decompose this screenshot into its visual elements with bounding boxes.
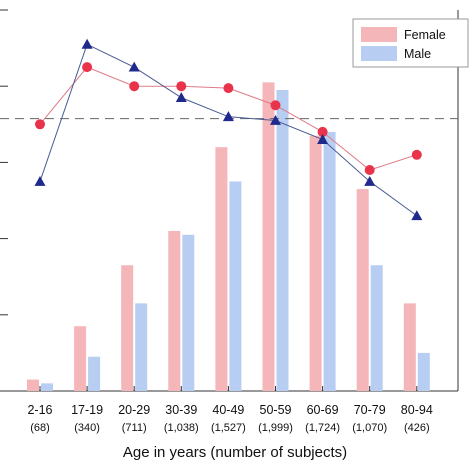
circle-marker-40-49 (223, 83, 234, 94)
lines (34, 38, 423, 221)
triangle-marker-80-94 (411, 210, 423, 221)
bar-female-40-49 (215, 147, 228, 391)
circle-marker-17-19 (82, 62, 93, 73)
bar-male-50-59 (276, 90, 289, 391)
circle-marker-30-39 (176, 81, 187, 92)
bar-male-60-69 (323, 131, 336, 392)
bar-male-40-49 (229, 181, 242, 391)
triangle-marker-17-19 (81, 38, 93, 49)
bar-female-17-19 (74, 326, 87, 391)
triangle-marker-60-69 (317, 134, 329, 144)
bar-male-70-79 (370, 265, 383, 391)
x-count-label-50-59: (1,999) (258, 422, 293, 434)
bar-male-80-94 (417, 352, 430, 391)
legend-label-female: Female (404, 28, 446, 42)
bar-female-30-39 (168, 230, 181, 391)
x-axis-title: Age in years (number of subjects) (123, 444, 347, 461)
x-count-label-2-16: (68) (30, 422, 50, 434)
circle-marker-20-29 (129, 81, 140, 92)
triangle-marker-2-16 (34, 175, 46, 186)
triangle-marker-70-79 (364, 175, 376, 186)
bar-female-20-29 (121, 265, 134, 391)
x-tick-label-50-59: 50-59 (260, 403, 292, 417)
x-tick-label-80-94: 80-94 (401, 403, 433, 417)
circle-marker-50-59 (270, 100, 281, 111)
x-count-label-80-94: (426) (404, 422, 430, 434)
bar-male-17-19 (88, 356, 101, 391)
x-tick-label-60-69: 60-69 (307, 403, 339, 417)
bar-female-60-69 (309, 135, 322, 391)
circle-marker-70-79 (364, 165, 375, 176)
triangle-marker-40-49 (222, 111, 234, 122)
bar-male-20-29 (135, 303, 148, 391)
x-tick-label-20-29: 20-29 (118, 403, 150, 417)
bar-female-70-79 (356, 189, 369, 391)
triangle-marker-20-29 (128, 61, 140, 72)
legend: Female Male (352, 18, 469, 68)
x-tick-label-40-49: 40-49 (212, 403, 244, 417)
legend-swatch-male (361, 46, 397, 61)
x-count-label-30-39: (1,038) (164, 422, 199, 434)
legend-label-male: Male (404, 47, 431, 61)
x-tick-label-17-19: 17-19 (71, 403, 103, 417)
bars (27, 82, 430, 392)
x-tick-label-2-16: 2-16 (27, 403, 52, 417)
x-tick-label-70-79: 70-79 (354, 403, 386, 417)
bar-female-2-16 (27, 379, 39, 391)
bar-female-50-59 (262, 82, 275, 391)
circle-marker-60-69 (317, 126, 328, 137)
x-count-label-60-69: (1,724) (305, 422, 340, 434)
triangle-marker-30-39 (175, 92, 187, 103)
legend-swatch-female (361, 27, 397, 42)
x-count-label-17-19: (340) (74, 422, 100, 434)
x-tick-labels: 2-16 (68) 17-19 (340) 20-29 (711) 30-39 (1,038)… (27, 403, 432, 434)
x-count-label-70-79: (1,070) (352, 422, 387, 434)
bar-female-80-94 (403, 303, 416, 391)
circle-marker-80-94 (411, 149, 422, 160)
triangle-marker-50-59 (270, 114, 281, 125)
bar-male-30-39 (182, 234, 195, 391)
bar-male-2-16 (41, 383, 53, 391)
circle-marker-2-16 (35, 119, 45, 130)
x-tick-label-30-39: 30-39 (165, 403, 197, 417)
x-count-label-20-29: (711) (122, 422, 147, 434)
x-count-label-40-49: (1,527) (211, 422, 246, 434)
